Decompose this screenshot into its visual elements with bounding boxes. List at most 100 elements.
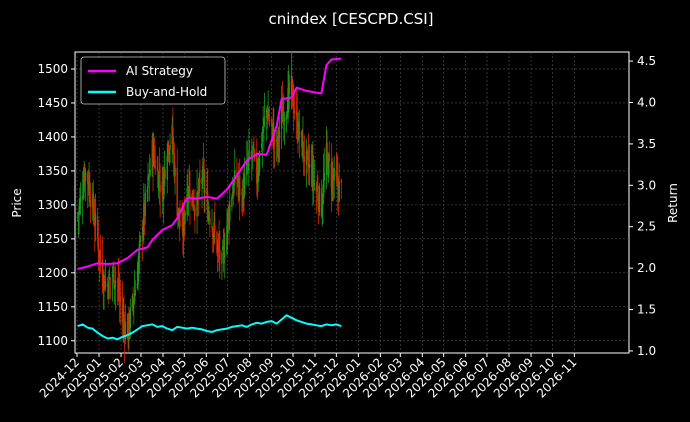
candle-body: [328, 154, 330, 162]
candle-body: [320, 187, 323, 216]
candle-body: [261, 143, 263, 148]
candle-body: [297, 120, 300, 140]
candle-body: [222, 246, 225, 249]
candle-body: [211, 226, 213, 228]
candle-body: [166, 156, 168, 180]
candle-body: [186, 187, 188, 215]
candle-body: [172, 127, 174, 148]
candle-body: [142, 226, 144, 237]
candle-body: [138, 252, 140, 266]
candle-body: [315, 185, 318, 192]
candle-body: [128, 325, 131, 331]
candle-body: [206, 188, 208, 196]
legend-label-ai-strategy: AI Strategy: [126, 64, 193, 78]
candle-body: [293, 104, 295, 114]
candle-body: [312, 165, 314, 187]
candle-body: [242, 179, 244, 208]
candle-body: [91, 194, 94, 208]
candle-body: [146, 189, 149, 193]
candle-body: [202, 162, 205, 174]
candle-body: [197, 192, 200, 196]
candle-body: [219, 249, 221, 261]
candle-body: [212, 228, 214, 238]
y-axis-right: 1.0 1.5 2.0 2.5 3.0 3.5 4.0 4.5: [629, 54, 656, 358]
candle-body: [93, 215, 95, 223]
candle-body: [192, 204, 195, 208]
candle-body: [159, 184, 161, 193]
chart-title: cnindex [CESCPD.CSI]: [269, 10, 434, 28]
y-left-tick-label: 1200: [37, 266, 68, 280]
candle-body: [283, 117, 286, 122]
candle-body: [209, 218, 211, 225]
candle-body: [229, 204, 231, 222]
candle-body: [184, 212, 186, 225]
candle-body: [77, 214, 79, 216]
candle-body: [149, 169, 151, 175]
candle-body: [268, 114, 270, 121]
candle-body: [127, 314, 129, 340]
candle-body: [231, 192, 234, 199]
series-lines: [77, 57, 342, 341]
candle-body: [256, 152, 258, 184]
candle-body: [321, 207, 323, 214]
candle-body: [137, 264, 139, 285]
candle-body: [332, 180, 335, 182]
candle-body: [181, 224, 183, 226]
candle-body: [103, 274, 105, 289]
candle-body: [188, 186, 190, 197]
candle-body: [156, 168, 158, 170]
candle-body: [226, 213, 229, 229]
candle-body: [121, 305, 124, 323]
candle-body: [191, 193, 193, 207]
candle-body: [133, 293, 136, 302]
candle-body: [141, 235, 144, 237]
candle-body: [281, 106, 284, 123]
candle-body: [203, 172, 205, 192]
candle-body: [207, 210, 210, 221]
candle-body: [336, 175, 338, 177]
candle-body: [224, 253, 226, 258]
x-axis: 2024-122025-012025-022025-032025-042025-…: [37, 353, 579, 401]
candle-body: [239, 175, 241, 196]
candle-body: [194, 207, 196, 216]
candle-body: [131, 295, 134, 308]
candle-body: [177, 208, 180, 214]
candle-body: [297, 137, 299, 140]
candle-body: [111, 274, 114, 278]
candle-body: [277, 129, 279, 147]
candle-body: [169, 145, 171, 150]
candle-body: [163, 168, 166, 177]
candle-body: [221, 252, 223, 264]
candle-body: [122, 317, 124, 323]
candle-body: [300, 132, 303, 136]
candle-body: [337, 175, 339, 188]
candle-body: [322, 178, 325, 198]
candle-body: [79, 200, 81, 209]
candle-body: [256, 178, 259, 187]
candle-body: [251, 147, 254, 149]
candle-body: [81, 195, 84, 200]
y-right-tick-label: 4.5: [637, 54, 656, 68]
y-left-tick-label: 1450: [37, 96, 68, 110]
legend-box: [80, 56, 226, 105]
candle-body: [97, 238, 100, 253]
candle-body: [162, 173, 165, 200]
candle-body: [301, 131, 303, 157]
series-line-ai-strategy: [77, 57, 342, 270]
candle-body: [86, 172, 89, 185]
candle-body: [246, 160, 248, 175]
candle-body: [117, 282, 119, 284]
candle-body: [253, 147, 255, 154]
candle-body: [275, 139, 278, 142]
candle-body: [288, 81, 291, 95]
candle-body: [164, 169, 166, 178]
candle-body: [199, 179, 201, 183]
y-axis-right-label: Return: [666, 183, 680, 223]
candle-body: [124, 321, 127, 340]
candle-body: [330, 163, 333, 189]
candle-body: [248, 150, 250, 160]
candle-body: [114, 280, 117, 287]
candle-body: [247, 159, 249, 166]
candle-body: [173, 153, 176, 178]
